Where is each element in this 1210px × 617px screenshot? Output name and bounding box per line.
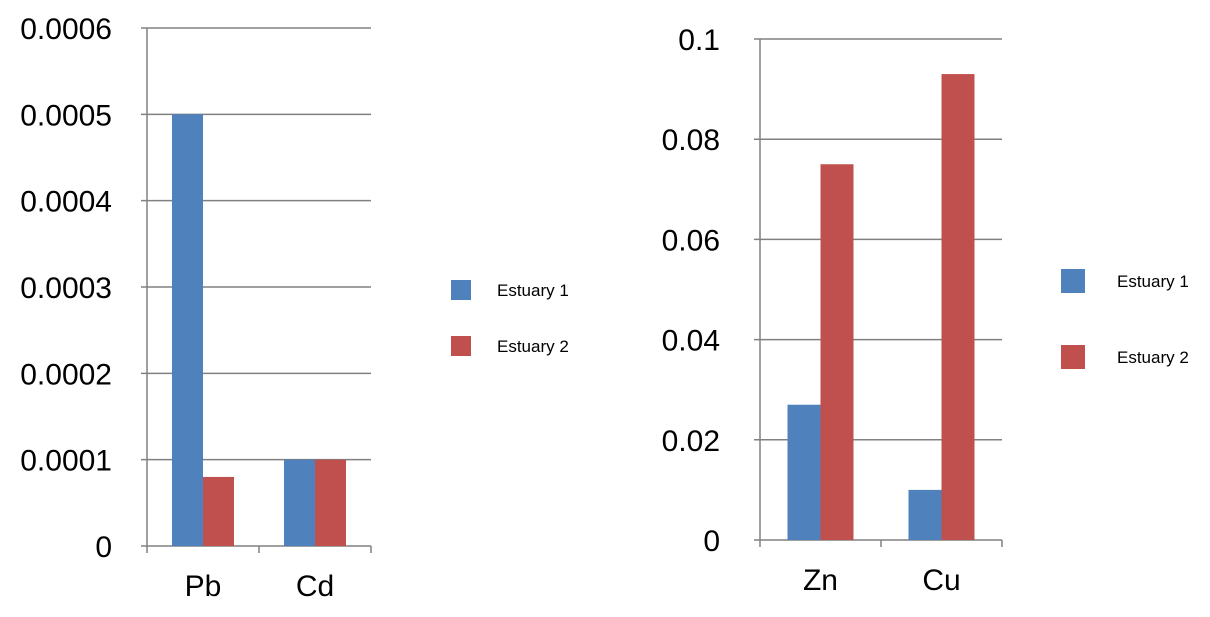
y-tick-label: 0.04 (662, 325, 720, 358)
legend-swatch (451, 280, 471, 300)
legend-label: Estuary 1 (497, 281, 569, 300)
bar-estuary-1-pb (172, 114, 203, 546)
legend-label: Estuary 1 (1117, 272, 1189, 291)
x-category-label: Cd (296, 570, 334, 603)
bar-estuary-2-cd (315, 459, 346, 546)
bar-estuary-1-cu (908, 489, 942, 540)
bar-estuary-1-cd (284, 459, 315, 546)
y-tick-label: 0.1 (678, 24, 720, 57)
y-tick-label: 0.0001 (20, 445, 112, 478)
chart-2: 0 0.02 0.04 0.06 0.08 0.1 Zn Cu Estuary 1 Estuary… (662, 24, 1189, 597)
legend-swatch (1061, 345, 1085, 369)
y-tick-label: 0.0003 (20, 272, 112, 305)
bar-estuary-2-pb (203, 476, 234, 546)
legend-label: Estuary 2 (1117, 348, 1189, 367)
legend-label: Estuary 2 (497, 337, 569, 356)
bar-estuary-1-zn (787, 404, 821, 540)
chart-1: 0 0.0001 0.0002 0.0003 0.0004 0.0005 0.0006 Pb C… (20, 13, 569, 603)
bar-estuary-2-cu (941, 74, 975, 540)
y-tick-label: 0 (703, 525, 720, 558)
x-category-label: Cu (922, 564, 960, 597)
y-tick-label: 0.06 (662, 224, 720, 257)
y-tick-label: 0.02 (662, 425, 720, 458)
y-tick-label: 0.0006 (20, 13, 112, 46)
x-category-label: Pb (185, 570, 222, 603)
y-tick-label: 0.0002 (20, 358, 112, 391)
legend-swatch (1061, 269, 1085, 293)
y-tick-label: 0.08 (662, 124, 720, 157)
legend-swatch (451, 336, 471, 356)
x-category-label: Zn (803, 564, 838, 597)
y-tick-label: 0.0005 (20, 99, 112, 132)
bar-estuary-2-zn (820, 164, 854, 540)
y-tick-label: 0.0004 (20, 186, 112, 219)
y-tick-label: 0 (95, 531, 112, 564)
